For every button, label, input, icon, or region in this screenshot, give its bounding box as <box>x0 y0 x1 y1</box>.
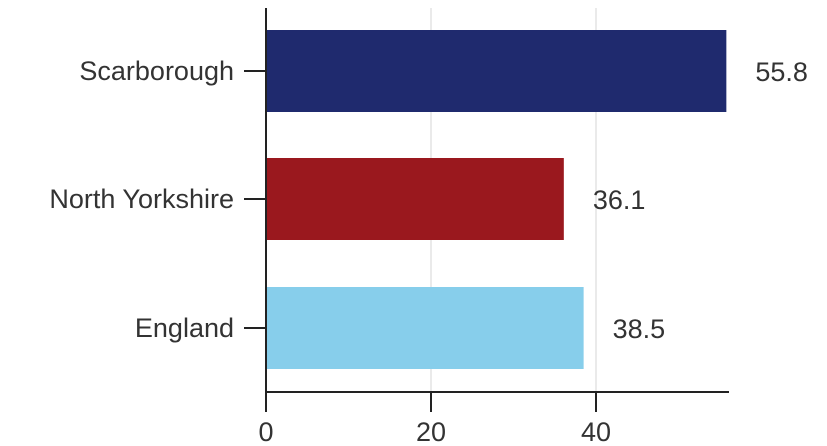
value-label: 36.1 <box>593 185 646 215</box>
bar-north-yorkshire <box>266 158 564 240</box>
x-tick-label: 0 <box>258 417 273 446</box>
value-label: 55.8 <box>755 57 808 87</box>
x-tick-label: 20 <box>416 417 446 446</box>
category-label: Scarborough <box>79 56 234 86</box>
labels: Scarborough North Yorkshire England 0 20 40 55… <box>49 56 808 446</box>
axes <box>244 8 729 412</box>
bar-scarborough <box>266 30 727 112</box>
bar-england <box>266 287 584 369</box>
x-tick-label: 40 <box>581 417 611 446</box>
bars <box>266 30 727 369</box>
category-label: England <box>135 313 234 343</box>
value-label: 38.5 <box>613 314 666 344</box>
category-label: North Yorkshire <box>49 184 234 214</box>
